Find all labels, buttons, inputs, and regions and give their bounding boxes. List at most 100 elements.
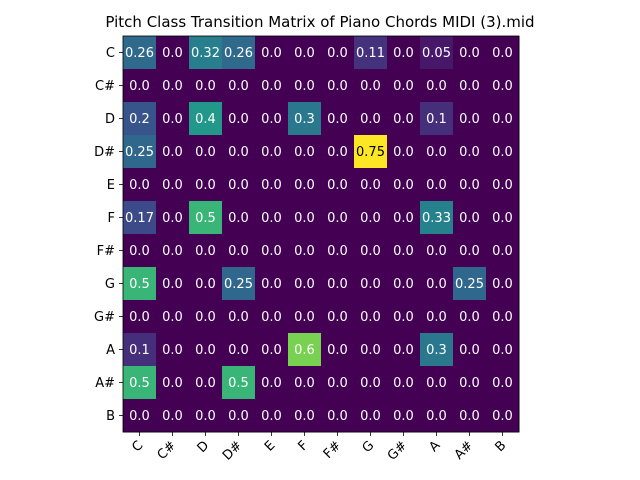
cell-value-label: 0.0 xyxy=(294,178,315,193)
y-tick-label: A xyxy=(106,343,115,358)
cell-value-label: 0.0 xyxy=(294,211,315,226)
cell-value-label: 0.0 xyxy=(228,244,249,259)
heatmap-cell xyxy=(486,168,520,202)
cell-value-label: 0.0 xyxy=(393,79,414,94)
cell-value-label: 0.0 xyxy=(459,112,480,127)
heatmap-cell xyxy=(420,399,454,433)
heatmap-cell xyxy=(189,366,223,400)
cell-value-label: 0.0 xyxy=(162,79,183,94)
heatmap-cell xyxy=(156,267,190,301)
heatmap-cell xyxy=(321,69,355,103)
heatmap-cell xyxy=(222,333,256,367)
cell-value-label: 0.0 xyxy=(327,343,348,358)
heatmap-cell xyxy=(222,234,256,268)
heatmap-cell xyxy=(420,333,454,367)
heatmap-cell xyxy=(486,201,520,235)
heatmap-cell xyxy=(189,102,223,136)
heatmap-cell xyxy=(255,36,289,70)
heatmap-cell xyxy=(222,267,256,301)
cell-value-label: 0.0 xyxy=(459,310,480,325)
cell-value-label: 0.25 xyxy=(455,277,484,292)
heatmap-cell xyxy=(123,366,157,400)
heatmap-cell xyxy=(288,201,322,235)
cell-value-label: 0.0 xyxy=(393,310,414,325)
y-tick-label: G# xyxy=(94,310,115,325)
heatmap-cell xyxy=(156,36,190,70)
heatmap-cell xyxy=(123,102,157,136)
cell-value-label: 0.0 xyxy=(261,409,282,424)
heatmap-cell xyxy=(123,267,157,301)
heatmap-cell xyxy=(288,69,322,103)
cell-value-label: 0.0 xyxy=(360,178,381,193)
heatmap-cell xyxy=(387,267,421,301)
cell-value-label: 0.0 xyxy=(162,211,183,226)
heatmap-cell xyxy=(420,300,454,334)
cell-value-label: 0.0 xyxy=(492,112,513,127)
cell-value-label: 0.6 xyxy=(294,343,315,358)
heatmap-cell xyxy=(453,300,487,334)
cell-value-label: 0.0 xyxy=(129,79,150,94)
cell-value-label: 0.0 xyxy=(294,145,315,160)
cell-value-label: 0.0 xyxy=(294,310,315,325)
axes-frame xyxy=(122,35,520,433)
heatmap-cell xyxy=(222,201,256,235)
heatmap-cell xyxy=(321,399,355,433)
heatmap-cell xyxy=(387,399,421,433)
cell-value-label: 0.75 xyxy=(356,145,385,160)
heatmap-cell xyxy=(255,234,289,268)
heatmap-cell xyxy=(420,36,454,70)
heatmap-cell xyxy=(189,300,223,334)
cell-value-label: 0.0 xyxy=(162,112,183,127)
heatmap-cell xyxy=(354,102,388,136)
heatmap-cell xyxy=(156,399,190,433)
heatmap-cell xyxy=(453,201,487,235)
cell-value-label: 0.0 xyxy=(360,409,381,424)
cell-value-label: 0.0 xyxy=(327,145,348,160)
cell-value-label: 0.0 xyxy=(162,178,183,193)
heatmap-cell xyxy=(123,399,157,433)
chart-title: Pitch Class Transition Matrix of Piano C… xyxy=(105,13,534,31)
heatmap-cell xyxy=(486,366,520,400)
heatmap-cell xyxy=(255,201,289,235)
cell-value-label: 0.33 xyxy=(422,211,451,226)
heatmap-cell xyxy=(453,267,487,301)
cell-value-label: 0.0 xyxy=(459,79,480,94)
y-tick-label: C xyxy=(106,46,115,61)
heatmap-cell xyxy=(222,36,256,70)
cell-value-label: 0.0 xyxy=(162,46,183,61)
x-tick-label: C# xyxy=(155,438,180,463)
cell-value-label: 0.0 xyxy=(129,178,150,193)
cell-value-label: 0.0 xyxy=(459,244,480,259)
heatmap-cell xyxy=(222,135,256,169)
cell-value-label: 0.0 xyxy=(195,178,216,193)
heatmap-cell xyxy=(321,201,355,235)
heatmap-cell xyxy=(288,267,322,301)
cell-value-label: 0.0 xyxy=(459,376,480,391)
heatmap-cell xyxy=(255,267,289,301)
cell-value-label: 0.1 xyxy=(426,112,447,127)
heatmap-cell xyxy=(156,333,190,367)
heatmap-cell xyxy=(321,300,355,334)
heatmap-cell xyxy=(156,300,190,334)
y-tick-label: F# xyxy=(97,244,115,259)
heatmap-cell xyxy=(189,69,223,103)
cell-value-label: 0.0 xyxy=(393,145,414,160)
heatmap-cell xyxy=(387,36,421,70)
cell-value-label: 0.0 xyxy=(327,112,348,127)
heatmap-cell xyxy=(354,399,388,433)
heatmap-cell xyxy=(420,102,454,136)
heatmap-cell xyxy=(354,300,388,334)
heatmap-cell xyxy=(387,102,421,136)
heatmap-cell xyxy=(321,36,355,70)
heatmap-cell xyxy=(222,69,256,103)
cell-value-label: 0.0 xyxy=(459,409,480,424)
heatmap-cell xyxy=(222,366,256,400)
cell-value-label: 0.5 xyxy=(195,211,216,226)
heatmap-cell xyxy=(486,267,520,301)
cell-value-label: 0.0 xyxy=(393,244,414,259)
cell-value-label: 0.0 xyxy=(393,409,414,424)
heatmap-cell xyxy=(189,168,223,202)
cell-value-label: 0.0 xyxy=(261,277,282,292)
cell-value-label: 0.0 xyxy=(261,112,282,127)
